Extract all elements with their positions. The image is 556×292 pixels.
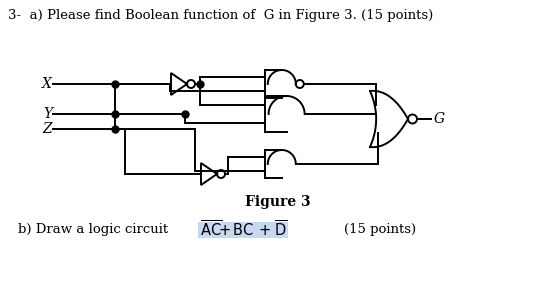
Text: (15 points): (15 points) [310, 223, 416, 237]
FancyBboxPatch shape [198, 222, 288, 238]
Text: 3-  a) Please find Boolean function of  G in Figure 3. (15 points): 3- a) Please find Boolean function of G … [8, 9, 433, 22]
Text: $+\,\mathrm{BC}\,+\,$: $+\,\mathrm{BC}\,+\,$ [218, 222, 271, 238]
Text: $\overline{\mathrm{AC}}$: $\overline{\mathrm{AC}}$ [200, 220, 222, 240]
Text: Z: Z [42, 122, 52, 136]
Text: b) Draw a logic circuit: b) Draw a logic circuit [18, 223, 172, 237]
Text: G: G [434, 112, 445, 126]
Text: X: X [42, 77, 52, 91]
Text: Figure 3: Figure 3 [245, 195, 311, 209]
Text: $\overline{\mathrm{D}}$: $\overline{\mathrm{D}}$ [274, 220, 287, 240]
Text: Y: Y [43, 107, 52, 121]
